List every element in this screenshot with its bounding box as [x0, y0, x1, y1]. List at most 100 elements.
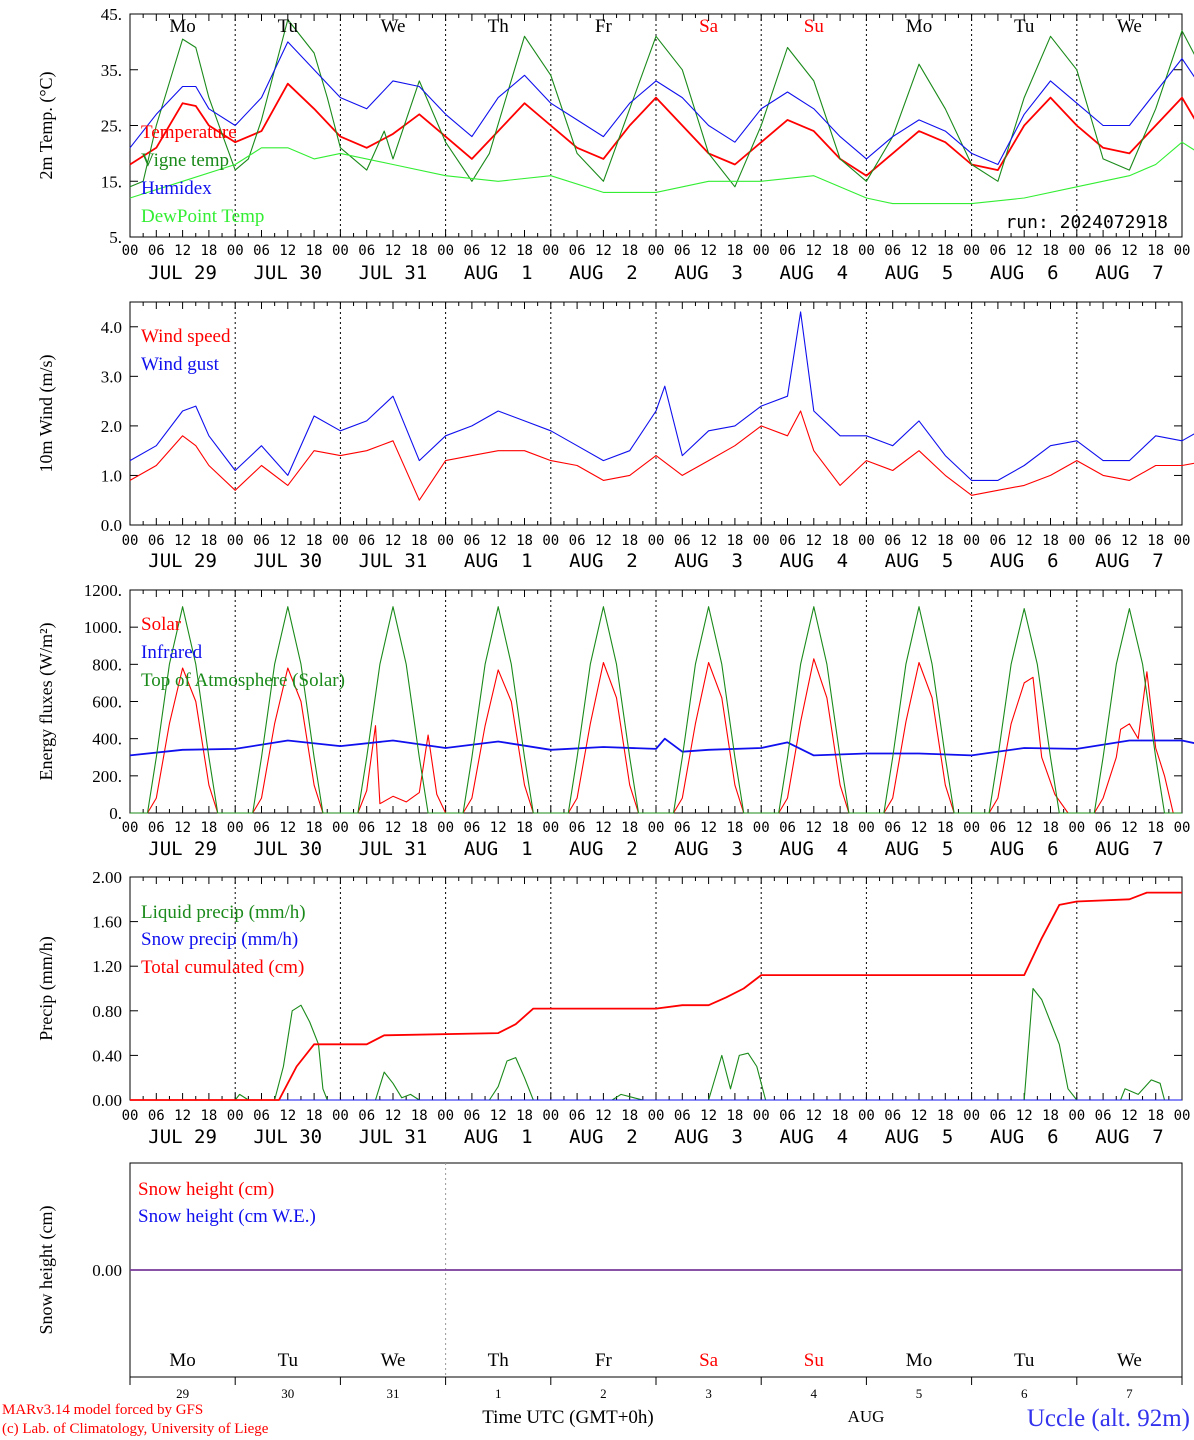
series-line-top-of-atmosphere-solar- [130, 606, 1182, 814]
hour-tick-label: 18 [1042, 533, 1059, 549]
hour-tick-label: 18 [200, 820, 217, 836]
hour-tick-label: 18 [200, 1108, 217, 1124]
hour-tick-label: 00 [963, 1108, 980, 1124]
hour-tick-label: 12 [174, 533, 191, 549]
hour-tick-label: 18 [306, 243, 323, 259]
legend-wind-gust: Wind gust [141, 354, 220, 375]
hour-tick-label: 18 [621, 1108, 638, 1124]
date-label: AUG 2 [569, 550, 638, 572]
y-tick-label: 45. [101, 5, 122, 24]
hour-tick-label: 12 [1121, 820, 1138, 836]
date-label: AUG 2 [569, 262, 638, 284]
weekday-label: Mo [169, 1350, 195, 1371]
energy-axis-label: Energy fluxes (W/m²) [36, 622, 57, 780]
hour-tick-label: 00 [437, 243, 454, 259]
snow-axis-label: Snow height (cm) [36, 1206, 57, 1335]
y-tick-label: 4.0 [101, 318, 122, 337]
hour-tick-label: 18 [516, 533, 533, 549]
hour-tick-label: 18 [306, 1108, 323, 1124]
hour-tick-label: 00 [963, 243, 980, 259]
date-label: AUG 2 [569, 1126, 638, 1148]
hour-tick-label: 00 [227, 1108, 244, 1124]
date-label: JUL 29 [148, 262, 217, 284]
hour-tick-label: 00 [1174, 820, 1191, 836]
hour-tick-label: 06 [674, 1108, 691, 1124]
date-label: AUG 4 [779, 1126, 848, 1148]
hour-tick-label: 06 [463, 533, 480, 549]
legend-snow-height-we: Snow height (cm W.E.) [138, 1206, 316, 1227]
hour-tick-label: 00 [1068, 820, 1085, 836]
hour-tick-label: 12 [911, 533, 928, 549]
hour-tick-label: 12 [700, 243, 717, 259]
hour-tick-label: 12 [911, 243, 928, 259]
y-tick-label: 2.0 [101, 417, 122, 436]
legend-wind-speed: Wind speed [141, 326, 231, 347]
hour-tick-label: 18 [621, 533, 638, 549]
credit-lab: (c) Lab. of Climatology, University of L… [2, 1421, 269, 1437]
station-label: Uccle (alt. 92m) [1027, 1405, 1190, 1432]
hour-tick-label: 12 [595, 243, 612, 259]
hour-tick-label: 06 [884, 820, 901, 836]
hour-tick-label: 06 [463, 243, 480, 259]
hour-tick-label: 18 [726, 820, 743, 836]
hour-tick-label: 00 [858, 820, 875, 836]
hour-tick-label: 06 [358, 820, 375, 836]
hour-tick-label: 18 [200, 533, 217, 549]
series-line-infrared [129, 737, 1194, 757]
y-tick-label: 0.00 [92, 1261, 122, 1280]
hour-tick-label: 00 [963, 533, 980, 549]
weekday-label: Th [488, 1350, 510, 1371]
hour-tick-label: 12 [1016, 533, 1033, 549]
y-tick-label: 0.80 [92, 1002, 122, 1021]
hour-tick-label: 12 [595, 533, 612, 549]
hour-tick-label: 18 [726, 533, 743, 549]
y-tick-label: 0.40 [92, 1046, 122, 1065]
day-number: 2 [600, 1386, 607, 1401]
hour-tick-label: 00 [648, 820, 665, 836]
hour-tick-label: 18 [516, 820, 533, 836]
hour-tick-label: 12 [279, 820, 296, 836]
date-label: AUG 4 [779, 550, 848, 572]
hour-tick-label: 18 [621, 820, 638, 836]
hour-tick-label: 00 [332, 533, 349, 549]
hour-tick-label: 06 [779, 533, 796, 549]
date-label: JUL 29 [148, 550, 217, 572]
hour-tick-label: 12 [279, 533, 296, 549]
hour-tick-label: 06 [989, 533, 1006, 549]
hour-tick-label: 12 [174, 820, 191, 836]
date-label: JUL 31 [359, 262, 428, 284]
hour-tick-label: 00 [542, 243, 559, 259]
hour-tick-label: 00 [122, 820, 139, 836]
hour-tick-label: 18 [937, 820, 954, 836]
hour-tick-label: 06 [569, 533, 586, 549]
weekday-label: Tu [1014, 1350, 1035, 1371]
y-tick-label: 0.0 [101, 516, 122, 535]
hour-tick-label: 12 [1121, 243, 1138, 259]
date-label: AUG 6 [990, 262, 1059, 284]
date-label: JUL 30 [253, 1126, 322, 1148]
hour-tick-label: 00 [227, 820, 244, 836]
y-tick-label: 0.00 [92, 1091, 122, 1110]
legend-solar: Solar [141, 614, 182, 635]
legend-liquid-precip: Liquid precip (mm/h) [141, 902, 306, 923]
hour-tick-label: 12 [595, 820, 612, 836]
hour-tick-label: 12 [911, 1108, 928, 1124]
precip-axis-label: Precip (mm/h) [36, 936, 57, 1040]
hour-tick-label: 12 [805, 1108, 822, 1124]
hour-tick-label: 06 [253, 820, 270, 836]
weekday-label: Tu [1014, 16, 1035, 37]
y-tick-label: 400. [92, 730, 122, 749]
date-label: JUL 31 [359, 838, 428, 860]
y-tick-label: 2.00 [92, 868, 122, 887]
series-line-temperature [129, 82, 1194, 177]
hour-tick-label: 06 [148, 1108, 165, 1124]
run-label: run: 2024072918 [1005, 212, 1168, 233]
hour-tick-label: 00 [542, 820, 559, 836]
hour-tick-label: 18 [832, 533, 849, 549]
legend-dewpoint: DewPoint Temp [141, 206, 264, 227]
series-line-total-cumulated-cm- [130, 891, 1182, 1101]
hour-tick-label: 06 [253, 1108, 270, 1124]
date-label: AUG 3 [674, 262, 743, 284]
